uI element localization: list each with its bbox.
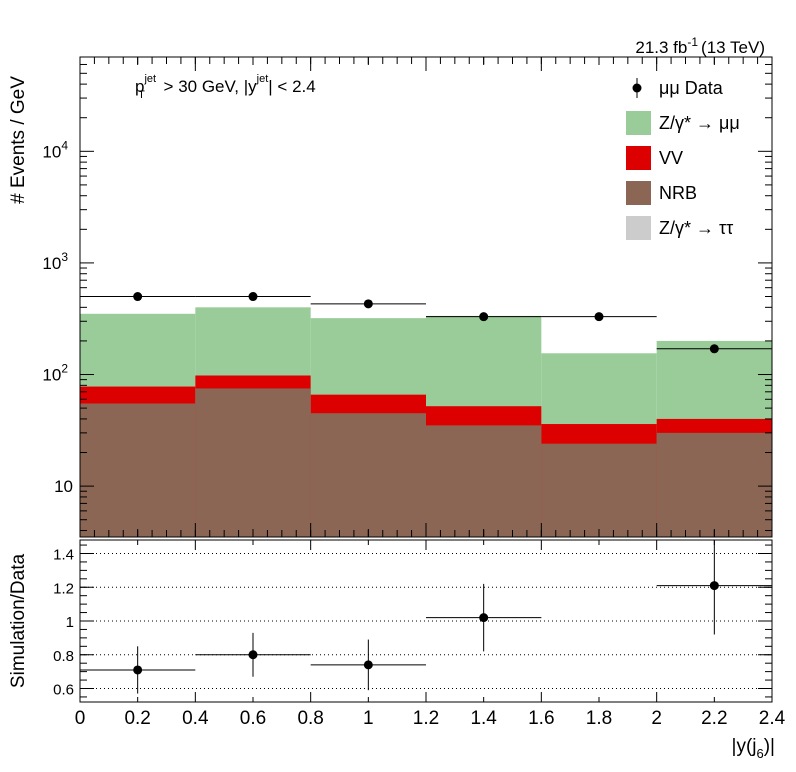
legend-swatch-4: [626, 216, 651, 240]
ratio-y-axis-label: Simulation/Data: [8, 554, 29, 689]
x-tick-labels: 0 0.2 0.4 0.6 0.8 1 1.2 1.4 1.6 1.8 2 2.2 2.4: [75, 708, 786, 729]
top-y-tick-label-2: 103: [42, 250, 68, 273]
top-y-tick-label-1: 102: [42, 362, 68, 385]
ratio-point-2: [363, 660, 373, 670]
ratio-grid: [80, 544, 772, 698]
top-y-tick-labels: 10 102 103 104: [42, 138, 73, 496]
x-tick-label-6: 1.2: [413, 708, 439, 729]
ratio-y-tick-label-0: 0.6: [53, 682, 74, 699]
legend-label-3: NRB: [659, 183, 697, 203]
ratio-y-tick-label-1: 0.8: [53, 648, 74, 665]
legend: μμ Data Z/γ* → μμ VV NRB Z/γ* → ττ: [626, 78, 740, 240]
top-y-axis-label: # Events / GeV: [8, 76, 29, 204]
legend-label-0: μμ Data: [659, 78, 724, 98]
legend-label-1: Z/γ* → μμ: [659, 113, 740, 133]
ratio-y-tick-label-2: 1: [66, 614, 74, 631]
data-point-1: [248, 292, 258, 302]
top-stack-bars: [80, 307, 772, 537]
data-point-4: [594, 312, 604, 322]
top-plot-frame: [79, 56, 773, 538]
legend-swatch-2: [626, 146, 651, 170]
bar-nrb-4: [541, 443, 657, 537]
data-point-5: [709, 344, 719, 354]
legend-swatch-1: [626, 111, 651, 135]
top-y-tick-label-3: 104: [42, 138, 68, 161]
top-y-tick-label-0: 10: [54, 477, 73, 496]
x-tick-label-11: 2.2: [701, 708, 727, 729]
legend-marker: [632, 83, 642, 93]
x-tick-label-3: 0.6: [240, 708, 266, 729]
ratio-point-1: [248, 650, 258, 660]
x-tick-label-2: 0.4: [182, 708, 209, 729]
x-tick-label-7: 1.4: [470, 708, 497, 729]
ratio-point-3: [479, 613, 489, 623]
bar-nrb-2: [310, 413, 426, 537]
x-tick-label-1: 0.2: [124, 708, 150, 729]
legend-label-2: VV: [659, 148, 683, 168]
x-tick-label-9: 1.8: [586, 708, 612, 729]
data-point-2: [363, 299, 373, 309]
data-point-3: [479, 312, 489, 322]
ratio-point-5: [709, 581, 719, 591]
lumi-label: 21.3 fb-1 (13 TeV): [635, 35, 765, 57]
x-axis-label: |y(j6)|: [732, 736, 775, 761]
bar-nrb-5: [656, 432, 772, 537]
legend-label-4: Z/γ* → ττ: [659, 218, 733, 238]
bar-nrb-0: [80, 403, 196, 537]
ratio-plot-frame: [79, 539, 773, 703]
ratio-point-0: [133, 665, 143, 675]
ratio-data-points: [80, 540, 772, 694]
data-point-0: [133, 292, 143, 302]
bar-nrb-1: [195, 388, 311, 537]
x-tick-label-5: 1: [363, 708, 374, 729]
x-tick-label-4: 0.8: [297, 708, 323, 729]
top-data-points: [80, 292, 772, 354]
ratio-y-tick-label-3: 1.2: [53, 580, 74, 597]
cut-label: pjet T > 30 GeV, |yjet| < 2.4: [135, 73, 316, 101]
ratio-y-tick-labels: 0.6 0.8 1 1.2 1.4: [53, 547, 74, 699]
x-tick-label-10: 2: [651, 708, 662, 729]
x-tick-label-0: 0: [75, 708, 86, 729]
x-tick-label-8: 1.6: [528, 708, 554, 729]
x-tick-label-12: 2.4: [759, 708, 786, 729]
ratio-y-tick-label-4: 1.4: [53, 547, 74, 564]
bar-nrb-3: [426, 425, 542, 537]
legend-swatch-3: [626, 181, 651, 205]
